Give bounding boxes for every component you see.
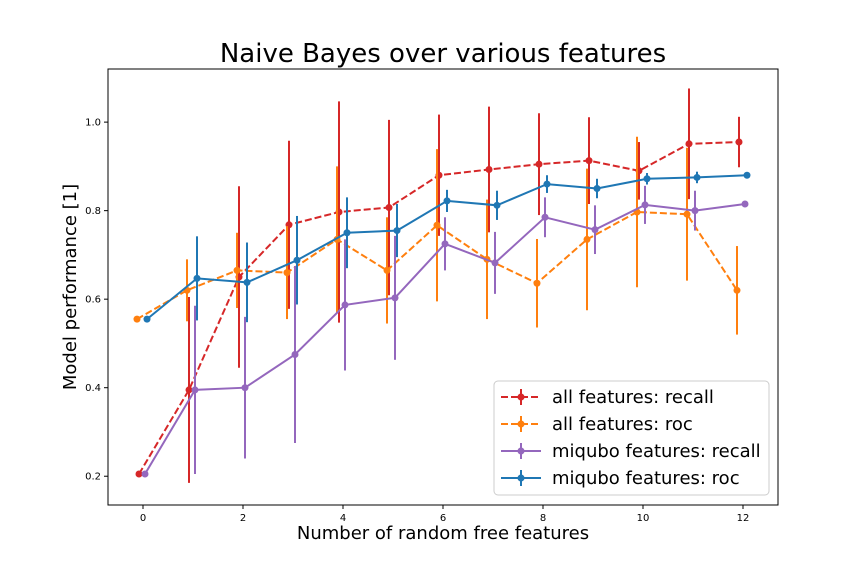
x-axis-ticks: 0 2 4 6 8 10 12 (140, 505, 750, 524)
legend-label: all features: recall (552, 387, 714, 408)
data-point (385, 204, 393, 212)
data-point (491, 259, 499, 267)
data-point (493, 201, 501, 209)
data-point (691, 207, 699, 215)
legend-item: all features: recall (501, 387, 714, 408)
data-point (141, 470, 149, 478)
data-point (543, 180, 551, 188)
data-point (193, 274, 201, 282)
data-point (343, 229, 351, 237)
y-tick-label: 0.4 (85, 383, 101, 394)
data-point (241, 384, 249, 392)
x-tick-label: 8 (540, 513, 546, 524)
data-point (443, 197, 451, 205)
data-point (583, 235, 591, 243)
data-point (191, 386, 199, 394)
data-point (585, 157, 593, 165)
data-point (735, 138, 743, 146)
data-point (641, 201, 649, 209)
y-tick-label: 0.8 (85, 206, 101, 217)
legend-item: miqubo features: roc (501, 468, 740, 489)
y-axis-ticks: 0.2 0.4 0.6 0.8 1.0 (85, 118, 108, 483)
x-tick-label: 10 (637, 513, 650, 524)
x-tick-label: 2 (240, 513, 246, 524)
data-point (733, 286, 741, 294)
data-point (685, 140, 693, 148)
legend-item: miqubo features: recall (501, 441, 761, 462)
data-point (185, 386, 193, 394)
data-point (535, 160, 543, 168)
data-point (593, 185, 601, 193)
series-miqubo-features-recall (141, 185, 749, 478)
x-tick-label: 6 (440, 513, 446, 524)
legend-label: all features: roc (552, 414, 693, 435)
data-point (433, 221, 441, 229)
x-tick-label: 0 (140, 513, 146, 524)
data-point (341, 301, 349, 309)
legend-swatch-marker (517, 447, 525, 455)
data-point (135, 470, 143, 478)
data-point (741, 200, 749, 208)
legend-swatch-marker (517, 393, 525, 401)
data-point (133, 315, 141, 323)
data-point (291, 351, 299, 359)
data-point (393, 227, 401, 235)
data-point (541, 213, 549, 221)
y-tick-label: 0.2 (85, 472, 101, 483)
x-tick-label: 4 (340, 513, 346, 524)
y-axis-label: Model performance [1] (60, 184, 81, 390)
data-point (591, 226, 599, 234)
chart-title: Naive Bayes over various features (220, 39, 666, 69)
legend-swatch-marker (517, 420, 525, 428)
series-layer (133, 88, 751, 483)
data-point (383, 266, 391, 274)
data-point (143, 315, 151, 323)
data-point (233, 266, 241, 274)
series-all-features-recall (135, 88, 743, 483)
legend-item: all features: roc (501, 414, 693, 435)
data-point (391, 294, 399, 302)
data-point (683, 210, 691, 218)
data-point (293, 256, 301, 264)
x-tick-label: 12 (737, 513, 750, 524)
legend-box (493, 380, 770, 496)
series-miqubo-features-roc (143, 171, 751, 323)
x-axis-label: Number of random free features (297, 523, 589, 544)
data-point (485, 165, 493, 173)
data-point (743, 171, 751, 179)
y-tick-label: 1.0 (85, 118, 101, 129)
data-point (243, 278, 251, 286)
y-tick-label: 0.6 (85, 295, 101, 306)
data-point (693, 173, 701, 181)
data-point (441, 240, 449, 248)
data-point (643, 175, 651, 183)
data-point (533, 279, 541, 287)
legend-label: miqubo features: recall (552, 441, 761, 462)
legend: all features: recall all features: roc miq… (493, 380, 770, 496)
data-point (283, 269, 291, 277)
legend-label: miqubo features: roc (552, 468, 740, 489)
legend-swatch-marker (517, 474, 525, 482)
